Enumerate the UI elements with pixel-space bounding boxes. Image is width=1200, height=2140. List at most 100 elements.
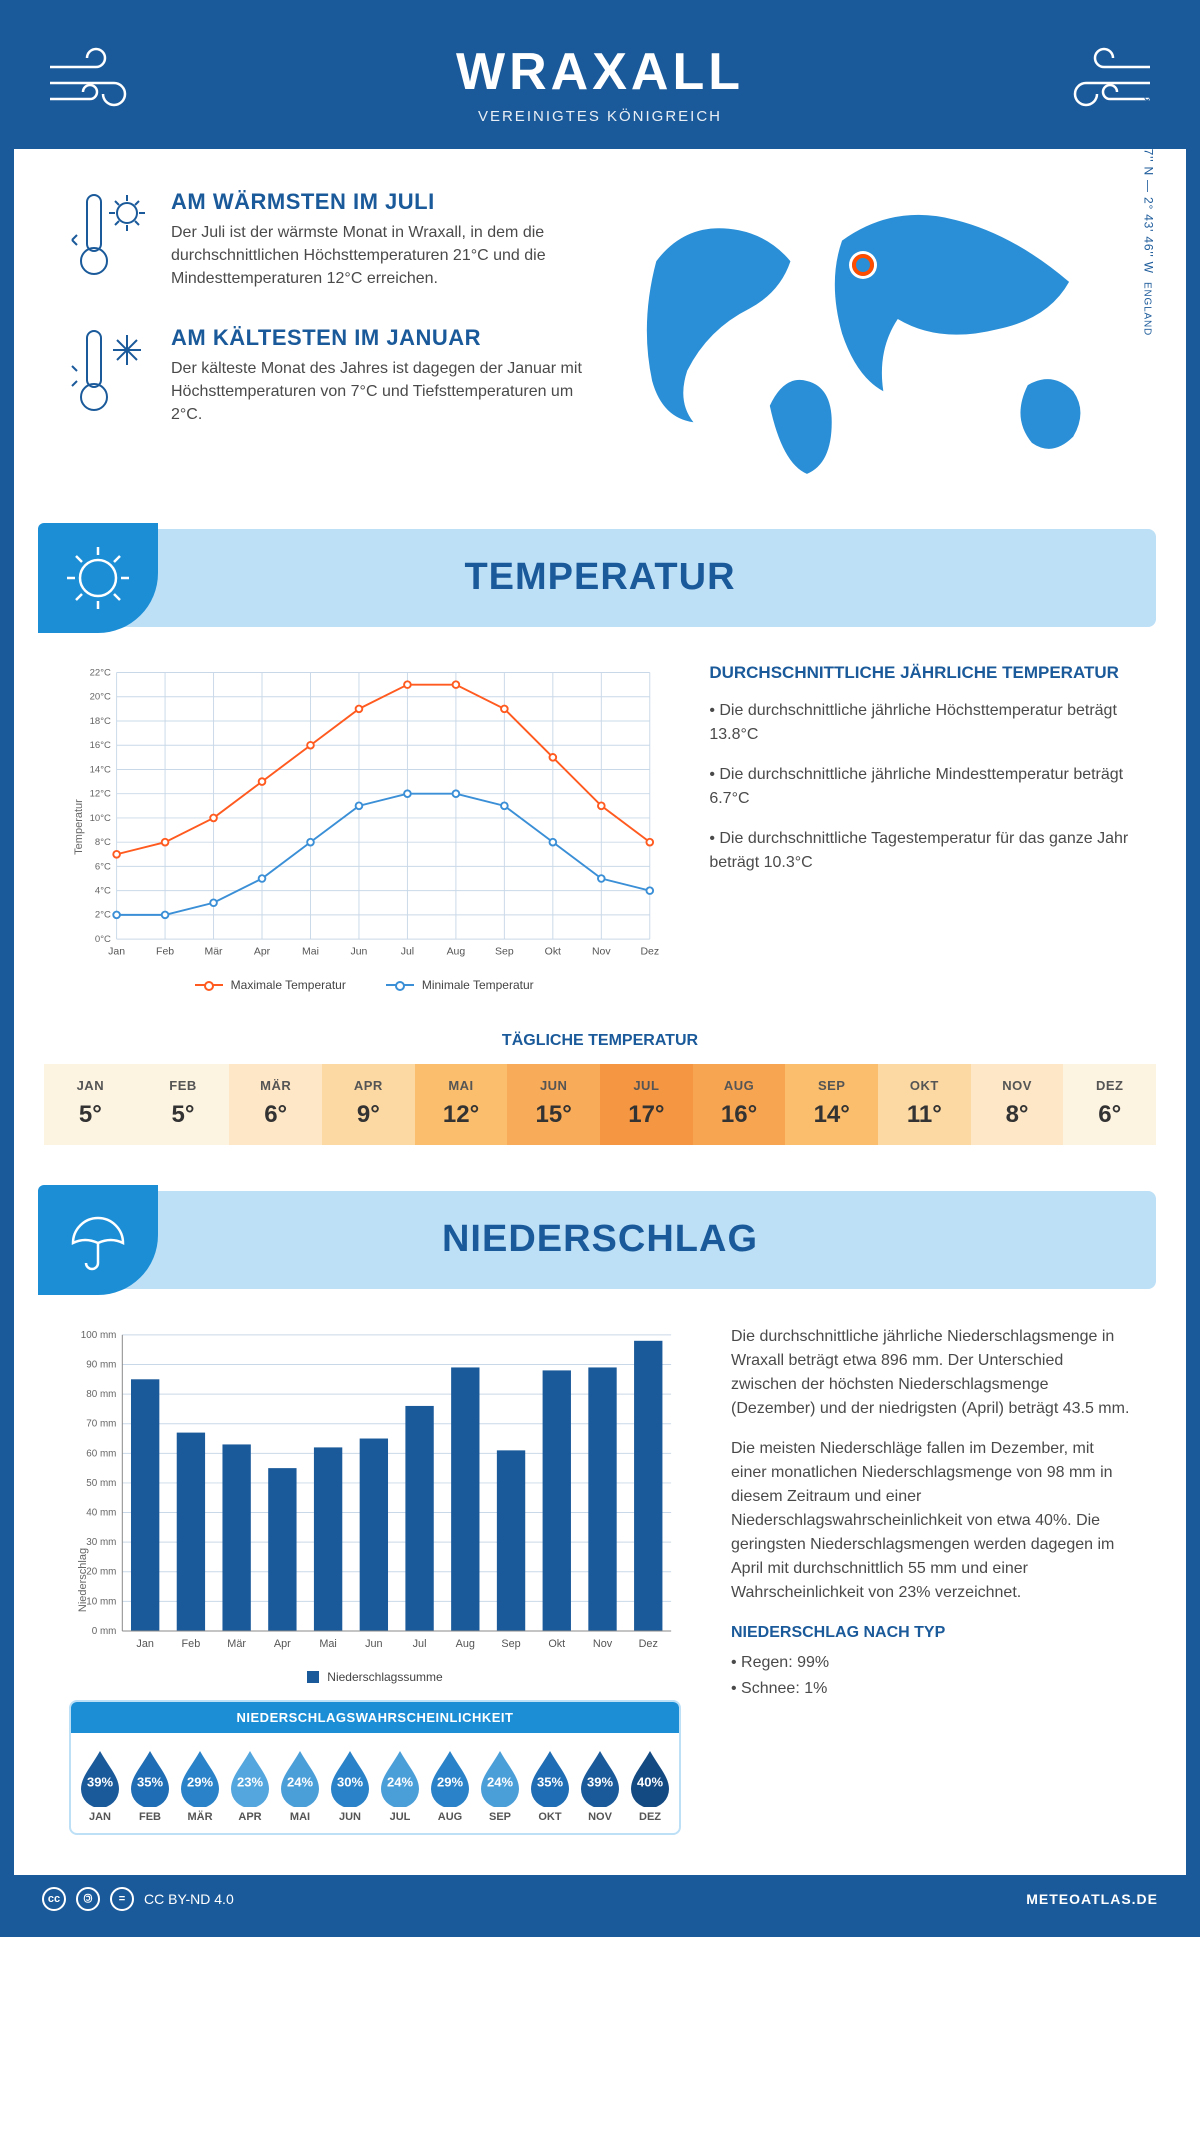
thermometer-sun-icon: [69, 189, 149, 291]
section-title: TEMPERATUR: [464, 556, 735, 599]
nd-icon: =: [110, 1887, 134, 1911]
temp-bullet: • Die durchschnittliche Tagestemperatur …: [709, 827, 1131, 875]
svg-text:100 mm: 100 mm: [81, 1329, 117, 1340]
svg-text:30 mm: 30 mm: [86, 1537, 116, 1548]
svg-text:Aug: Aug: [456, 1637, 475, 1649]
chart-legend: Niederschlagssumme: [69, 1670, 681, 1684]
svg-text:Jul: Jul: [401, 946, 414, 957]
heatmap-cell: MÄR6°: [229, 1064, 322, 1145]
svg-text:Nov: Nov: [592, 946, 611, 957]
svg-text:20°C: 20°C: [90, 692, 111, 703]
temp-text-title: DURCHSCHNITTLICHE JÄHRLICHE TEMPERATUR: [709, 663, 1131, 683]
temp-bullet: • Die durchschnittliche jährliche Mindes…: [709, 763, 1131, 811]
header: WRAXALL VEREINIGTES KÖNIGREICH: [14, 14, 1186, 149]
sun-icon: [38, 523, 158, 633]
temperature-section: Temperatur 0°C2°C4°C6°C8°C10°C12°C14°C16…: [14, 627, 1186, 1002]
svg-text:Okt: Okt: [548, 1637, 565, 1649]
droplet-cell: 29%MÄR: [177, 1747, 223, 1823]
fact-title: AM WÄRMSTEN IM JULI: [171, 189, 585, 215]
heatmap-cell: MAI12°: [415, 1064, 508, 1145]
heatmap-cell: OKT11°: [878, 1064, 971, 1145]
svg-text:Jan: Jan: [108, 946, 125, 957]
umbrella-icon: [38, 1185, 158, 1295]
wind-icon: [1046, 47, 1156, 117]
fact-warmest: AM WÄRMSTEN IM JULI Der Juli ist der wär…: [69, 189, 585, 291]
svg-text:10°C: 10°C: [90, 813, 111, 824]
svg-text:Mai: Mai: [319, 1637, 336, 1649]
svg-text:Jun: Jun: [365, 1637, 382, 1649]
svg-text:4°C: 4°C: [95, 885, 111, 896]
droplet-cell: 30%JUN: [327, 1747, 373, 1823]
svg-text:Jun: Jun: [351, 946, 368, 957]
svg-text:60 mm: 60 mm: [86, 1448, 116, 1459]
svg-text:0 mm: 0 mm: [92, 1626, 117, 1637]
precip-type-bullet: • Regen: 99%: [731, 1651, 1131, 1675]
heatmap-cell: SEP14°: [785, 1064, 878, 1145]
svg-text:8°C: 8°C: [95, 837, 111, 848]
wind-icon: [44, 47, 154, 117]
svg-text:70 mm: 70 mm: [86, 1418, 116, 1429]
svg-text:Nov: Nov: [593, 1637, 613, 1649]
svg-text:50 mm: 50 mm: [86, 1478, 116, 1489]
precipitation-chart: 0 mm10 mm20 mm30 mm40 mm50 mm60 mm70 mm8…: [69, 1325, 681, 1661]
droplet-cell: 39%NOV: [577, 1747, 623, 1823]
section-title: NIEDERSCHLAG: [442, 1218, 758, 1261]
heatmap-cell: NOV8°: [971, 1064, 1064, 1145]
y-axis-label: Niederschlag: [77, 1548, 89, 1612]
svg-text:Dez: Dez: [639, 1637, 658, 1649]
page: WRAXALL VEREINIGTES KÖNIGREICH AM WÄRMST…: [0, 0, 1200, 1937]
svg-text:Jan: Jan: [136, 1637, 153, 1649]
fact-title: AM KÄLTESTEN IM JANUAR: [171, 325, 585, 351]
svg-text:10 mm: 10 mm: [86, 1596, 116, 1607]
heatmap-cell: FEB5°: [137, 1064, 230, 1145]
svg-text:Dez: Dez: [640, 946, 659, 957]
map-marker: [852, 254, 874, 276]
temp-bullet: • Die durchschnittliche jährliche Höchst…: [709, 699, 1131, 747]
temperature-banner: TEMPERATUR: [44, 529, 1156, 627]
daily-temp-title: TÄGLICHE TEMPERATUR: [14, 1032, 1186, 1050]
svg-text:Feb: Feb: [182, 1637, 201, 1649]
droplet-cell: 24%JUL: [377, 1747, 423, 1823]
svg-text:Jul: Jul: [413, 1637, 427, 1649]
intro-section: AM WÄRMSTEN IM JULI Der Juli ist der wär…: [14, 149, 1186, 503]
svg-text:Sep: Sep: [501, 1637, 520, 1649]
droplet-cell: 29%AUG: [427, 1747, 473, 1823]
site-label: METEOATLAS.DE: [1026, 1891, 1158, 1907]
svg-text:12°C: 12°C: [90, 789, 111, 800]
fact-text: Der Juli ist der wärmste Monat in Wraxal…: [171, 221, 585, 291]
precipitation-banner: NIEDERSCHLAG: [44, 1191, 1156, 1289]
prob-title: NIEDERSCHLAGSWAHRSCHEINLICHKEIT: [71, 1702, 679, 1733]
droplet-cell: 40%DEZ: [627, 1747, 673, 1823]
svg-text:Mär: Mär: [227, 1637, 246, 1649]
svg-text:Mai: Mai: [302, 946, 319, 957]
droplet-cell: 39%JAN: [77, 1747, 123, 1823]
svg-text:40 mm: 40 mm: [86, 1507, 116, 1518]
precip-type-title: NIEDERSCHLAG NACH TYP: [731, 1621, 1131, 1645]
cc-icon: cc: [42, 1887, 66, 1911]
droplet-cell: 24%SEP: [477, 1747, 523, 1823]
svg-text:Apr: Apr: [274, 1637, 291, 1649]
svg-text:14°C: 14°C: [90, 764, 111, 775]
svg-text:20 mm: 20 mm: [86, 1566, 116, 1577]
license-label: CC BY-ND 4.0: [144, 1891, 234, 1907]
page-title: WRAXALL: [14, 42, 1186, 102]
svg-text:Sep: Sep: [495, 946, 514, 957]
precip-probability: NIEDERSCHLAGSWAHRSCHEINLICHKEIT 39%JAN 35…: [69, 1700, 681, 1835]
svg-text:Apr: Apr: [254, 946, 271, 957]
heatmap-cell: APR9°: [322, 1064, 415, 1145]
precip-paragraph: Die meisten Niederschläge fallen im Deze…: [731, 1437, 1131, 1605]
svg-text:18°C: 18°C: [90, 716, 111, 727]
svg-text:6°C: 6°C: [95, 861, 111, 872]
heatmap-cell: JAN5°: [44, 1064, 137, 1145]
temperature-chart: 0°C2°C4°C6°C8°C10°C12°C14°C16°C18°C20°C2…: [69, 663, 659, 968]
by-icon: 🄯: [76, 1887, 100, 1911]
svg-text:Feb: Feb: [156, 946, 174, 957]
droplet-cell: 24%MAI: [277, 1747, 323, 1823]
droplet-cell: 23%APR: [227, 1747, 273, 1823]
svg-text:22°C: 22°C: [90, 667, 111, 678]
page-subtitle: VEREINIGTES KÖNIGREICH: [14, 108, 1186, 125]
heatmap-cell: JUN15°: [507, 1064, 600, 1145]
heatmap-cell: AUG16°: [693, 1064, 786, 1145]
svg-text:90 mm: 90 mm: [86, 1359, 116, 1370]
droplet-cell: 35%OKT: [527, 1747, 573, 1823]
